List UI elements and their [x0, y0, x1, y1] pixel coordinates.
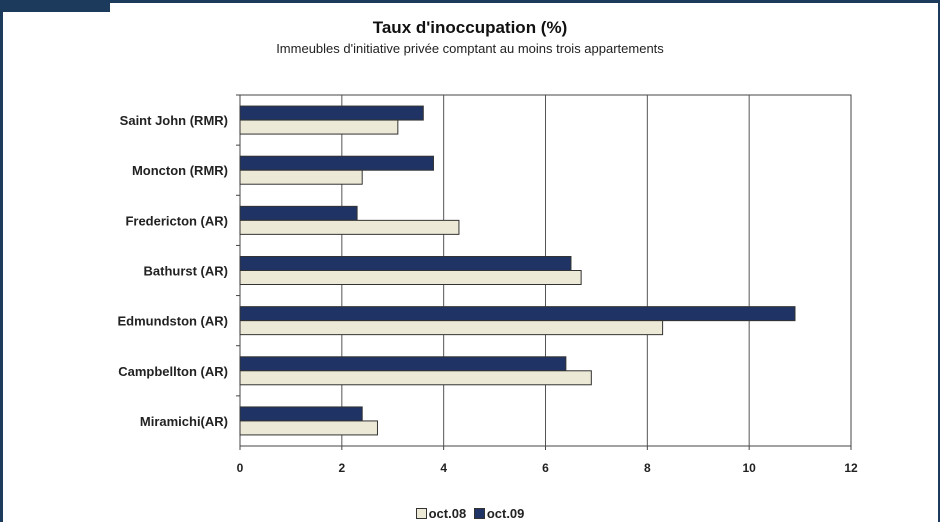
bar-oct08 [239, 119, 399, 135]
category-label: Moncton (RMR) [132, 163, 228, 178]
bar-chart: 0 2 4 6 8 10 12 Saint John (RMR) Moncton (RMR) Fr… [118, 94, 858, 475]
legend: oct.08 oct.09 [0, 506, 940, 522]
frame-right-border [938, 0, 940, 522]
legend-item-oct08: oct.08 [415, 506, 467, 521]
x-tick-label: 0 [237, 461, 244, 475]
x-tick-label: 4 [440, 461, 447, 475]
chart-subtitle: Immeubles d'initiative privée comptant a… [276, 41, 664, 56]
bar-oct09 [239, 356, 567, 372]
category-label: Bathurst (AR) [144, 264, 229, 279]
legend-label-oct09: oct.09 [486, 506, 525, 521]
legend-swatch-oct09 [473, 508, 485, 519]
category-label: Campbellton (AR) [118, 364, 228, 379]
frame-left-border [0, 0, 3, 522]
x-tick-label: 10 [742, 461, 756, 475]
frame-corner-tab [0, 0, 110, 12]
bar-oct09 [239, 406, 363, 422]
x-tick-label: 12 [844, 461, 858, 475]
category-label: Saint John (RMR) [120, 113, 228, 128]
legend-label-oct08: oct.08 [428, 506, 467, 521]
bar-oct09 [239, 256, 572, 271]
chart-title: Taux d'inoccupation (%) [372, 18, 568, 37]
bar-oct08 [239, 370, 592, 386]
bar-oct09 [239, 155, 434, 171]
x-tick-label: 2 [338, 461, 345, 475]
bar-oct08 [239, 270, 582, 285]
category-label: Fredericton (AR) [125, 213, 228, 228]
bar-oct08 [239, 219, 460, 235]
frame-top-border [0, 0, 940, 3]
legend-item-oct09: oct.09 [473, 506, 525, 521]
bar-oct08 [239, 420, 378, 436]
x-tick-label: 6 [542, 461, 549, 475]
x-tick-label: 8 [644, 461, 651, 475]
bar-oct09 [239, 306, 796, 322]
bar-oct09 [239, 105, 424, 121]
category-label: Edmundston (AR) [118, 314, 228, 329]
bar-oct09 [239, 205, 358, 221]
category-label: Miramichi(AR) [140, 414, 228, 429]
bar-oct08 [239, 320, 664, 336]
legend-swatch-oct08 [415, 508, 427, 519]
bar-oct08 [239, 169, 363, 185]
